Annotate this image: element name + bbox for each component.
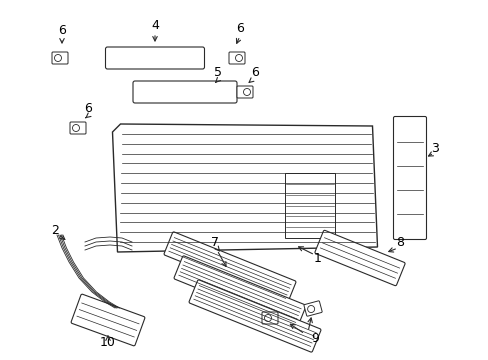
Text: 3: 3 bbox=[430, 141, 438, 154]
Circle shape bbox=[72, 125, 80, 131]
FancyBboxPatch shape bbox=[52, 52, 68, 64]
Text: 2: 2 bbox=[51, 224, 59, 237]
FancyBboxPatch shape bbox=[304, 301, 322, 316]
Text: 8: 8 bbox=[395, 235, 403, 248]
FancyBboxPatch shape bbox=[262, 312, 278, 324]
Circle shape bbox=[243, 89, 250, 95]
Text: 6: 6 bbox=[250, 66, 259, 78]
FancyBboxPatch shape bbox=[133, 81, 237, 103]
FancyBboxPatch shape bbox=[393, 117, 426, 239]
Text: 6: 6 bbox=[84, 102, 92, 114]
Text: 10: 10 bbox=[100, 336, 116, 348]
Text: 9: 9 bbox=[310, 332, 318, 345]
FancyBboxPatch shape bbox=[70, 122, 86, 134]
FancyBboxPatch shape bbox=[174, 256, 305, 328]
FancyBboxPatch shape bbox=[228, 52, 244, 64]
FancyBboxPatch shape bbox=[189, 280, 320, 352]
Circle shape bbox=[264, 315, 271, 321]
FancyBboxPatch shape bbox=[237, 86, 252, 98]
Text: 6: 6 bbox=[236, 22, 244, 35]
Text: 7: 7 bbox=[210, 235, 219, 248]
Text: 1: 1 bbox=[313, 252, 321, 265]
Bar bbox=[285, 173, 334, 238]
Text: 4: 4 bbox=[151, 18, 159, 32]
FancyBboxPatch shape bbox=[314, 230, 404, 286]
FancyBboxPatch shape bbox=[71, 294, 144, 346]
Circle shape bbox=[54, 54, 61, 62]
FancyBboxPatch shape bbox=[105, 47, 204, 69]
Polygon shape bbox=[112, 124, 377, 252]
Text: 6: 6 bbox=[58, 23, 66, 36]
Circle shape bbox=[235, 54, 242, 62]
Text: 5: 5 bbox=[214, 66, 222, 78]
Circle shape bbox=[307, 306, 314, 312]
FancyBboxPatch shape bbox=[164, 232, 295, 304]
